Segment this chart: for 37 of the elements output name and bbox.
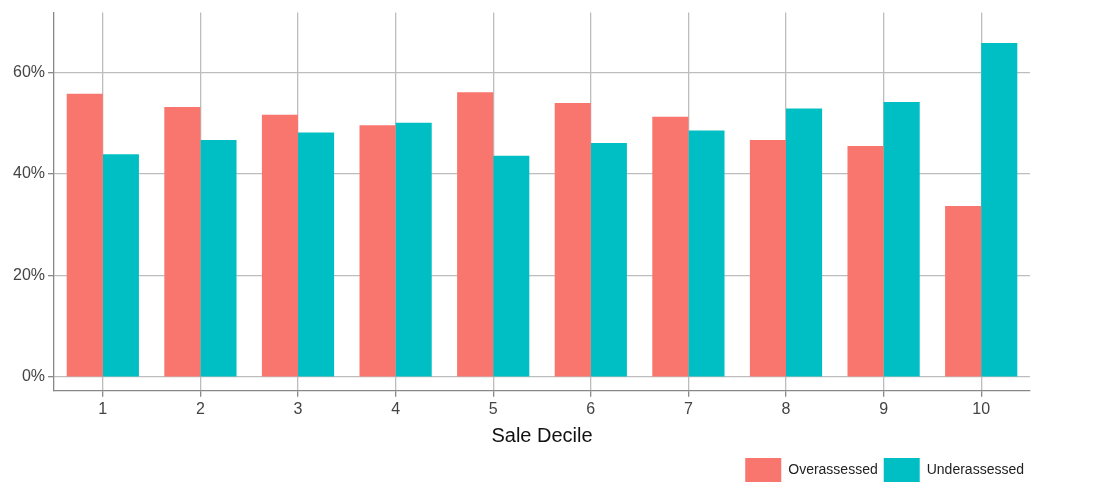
x-tick-label: 8: [781, 399, 791, 417]
bar: [945, 206, 982, 377]
x-tick-label: 6: [586, 399, 596, 417]
legend-label: Overassessed: [788, 460, 878, 477]
bar: [554, 102, 591, 377]
bar: [395, 122, 432, 377]
bar: [261, 114, 299, 377]
bar: [164, 107, 201, 377]
bar: [200, 140, 237, 377]
bar: [102, 154, 139, 377]
y-tick-label: 60%: [12, 62, 46, 80]
bar: [749, 140, 787, 377]
y-tick-label: 0%: [21, 367, 46, 385]
bar: [66, 93, 103, 377]
bar: [883, 101, 920, 377]
x-tick-label: 5: [488, 399, 498, 417]
bar: [457, 92, 494, 377]
x-tick-label: 7: [683, 399, 693, 417]
bar: [847, 146, 884, 377]
bar: [298, 132, 335, 377]
x-tick-label: 9: [879, 399, 889, 417]
bar: [786, 108, 823, 377]
bar: [652, 116, 689, 377]
bar: [359, 125, 396, 377]
legend-label: Underassessed: [926, 460, 1025, 477]
x-tick-label: 4: [391, 399, 401, 417]
bar: [981, 43, 1018, 377]
x-tick-label: 10: [972, 399, 991, 417]
y-tick-label: 20%: [12, 265, 46, 283]
x-axis-title: Sale Decile: [491, 423, 593, 446]
bar: [590, 143, 627, 377]
bar: [493, 155, 530, 377]
x-tick-label: 1: [98, 399, 108, 417]
y-tick-label: 40%: [12, 164, 46, 182]
bar: [688, 130, 725, 377]
x-tick-label: 3: [293, 399, 303, 417]
x-tick-label: 2: [195, 399, 205, 417]
